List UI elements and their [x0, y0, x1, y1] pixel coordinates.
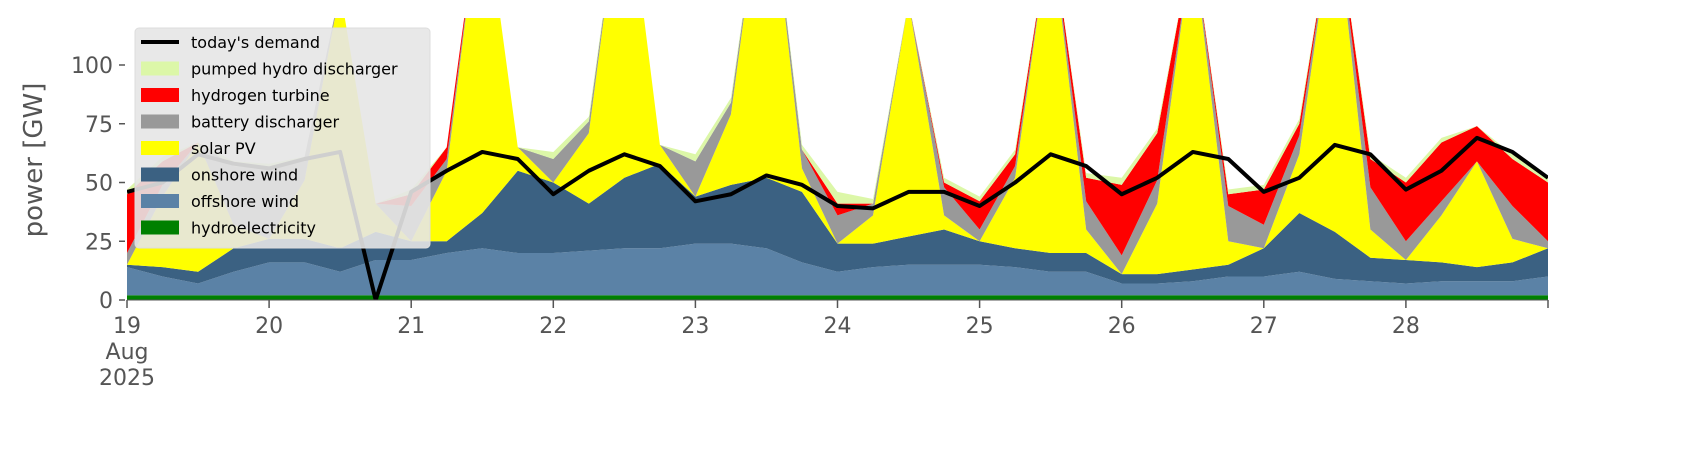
legend-swatch: [141, 61, 179, 76]
demand-line: [127, 135, 1548, 300]
x-tick-label: 26: [1107, 314, 1136, 339]
legend-label: onshore wind: [191, 166, 298, 185]
area: [127, 18, 1548, 275]
x-tick-label: 28: [1391, 314, 1420, 339]
x-tick-label: 23: [681, 314, 710, 339]
legend-label: pumped hydro discharger: [191, 60, 398, 79]
legend-swatch: [141, 88, 179, 102]
y-axis-label: power [GW]: [19, 83, 49, 238]
x-tick-label: 21: [397, 314, 426, 339]
y-tick-label: 50: [85, 172, 113, 197]
legend-label: hydrogen turbine: [191, 86, 330, 105]
legend-label: hydroelectricity: [191, 219, 316, 238]
legend-label: solar PV: [191, 139, 256, 158]
legend-box: [134, 27, 431, 249]
plot-area: [127, 18, 1548, 300]
legend-label: today's demand: [191, 33, 320, 52]
area: [127, 18, 1548, 275]
x-tick-label: 27: [1249, 314, 1278, 339]
area: [127, 243, 1548, 296]
x-tick-label: 20: [255, 314, 284, 339]
axes: 0 25 50 75 100: [71, 54, 1549, 314]
x-tick-label: 19 Aug 2025: [99, 314, 155, 391]
x-tick-label: 24: [823, 314, 852, 339]
legend-swatch: [141, 114, 179, 129]
y-tick-label: 0: [99, 289, 113, 314]
legend-swatch: [141, 194, 179, 208]
x-tick-label: 22: [539, 314, 568, 339]
y-tick-label: 100: [71, 54, 113, 79]
legend-swatch: [141, 141, 179, 155]
legend-label: offshore wind: [191, 192, 299, 211]
legend-swatch: [141, 220, 179, 235]
area: [127, 163, 1548, 284]
y-tick-label: 25: [85, 230, 113, 255]
legend-swatch: [141, 167, 179, 182]
x-tick-label: 25: [965, 314, 994, 339]
legend: today's demand pumped hydro discharger hyd…: [134, 27, 431, 249]
area: [127, 295, 1548, 300]
legend-label: battery discharger: [191, 113, 339, 132]
y-tick-label: 75: [85, 113, 113, 138]
